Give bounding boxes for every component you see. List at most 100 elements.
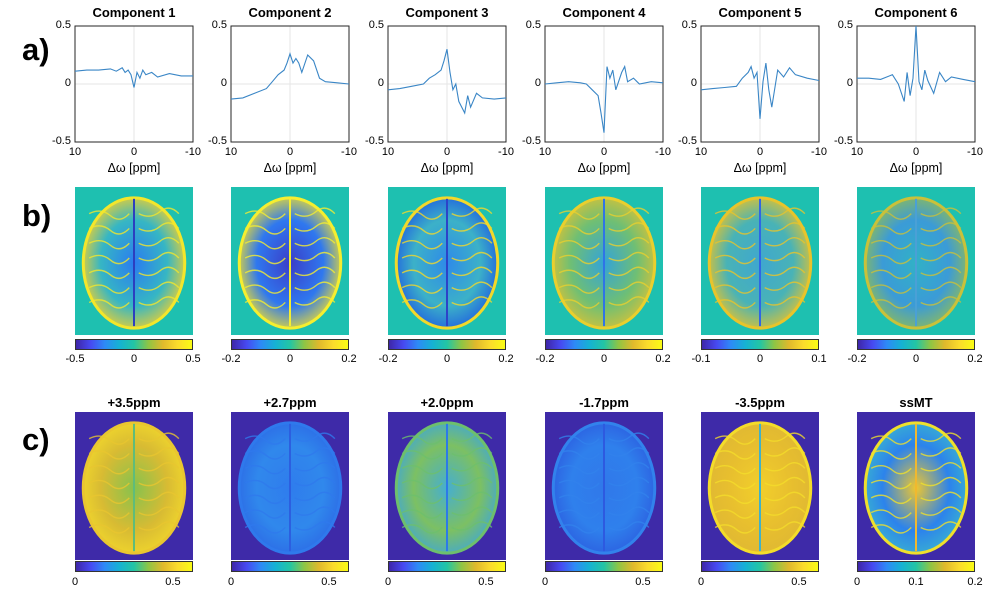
- x-tick-label: 10: [538, 146, 552, 158]
- gyri-right: [608, 476, 650, 487]
- gyri-right: [451, 207, 493, 217]
- gyri-left: [870, 254, 912, 265]
- gyri-left: [870, 225, 912, 235]
- gyri-right: [451, 462, 493, 472]
- gyri-right: [608, 281, 650, 291]
- brain-map-image: [388, 187, 506, 335]
- gyri-left: [244, 299, 286, 309]
- gyri-right: [138, 251, 180, 262]
- colorbar: [545, 561, 663, 572]
- gyri-right: [920, 207, 962, 217]
- gyri-left: [401, 269, 443, 280]
- gyri-right: [294, 251, 336, 262]
- gyri-left: [88, 450, 130, 460]
- gyri-left: [401, 240, 443, 250]
- y-tick-label: -0.5: [834, 135, 853, 147]
- map-title: -3.5ppm: [735, 395, 785, 410]
- x-axis-label: Δω [ppm]: [577, 161, 631, 175]
- gyri-left: [401, 435, 443, 445]
- gyri-right: [608, 266, 650, 277]
- gyri-left: [558, 479, 600, 490]
- gyri-right: [764, 521, 806, 531]
- gyri-left: [401, 494, 443, 505]
- gyri-right: [294, 476, 336, 487]
- brain-map-image: [75, 412, 193, 560]
- gyri-left: [88, 299, 130, 309]
- gyri-left: [558, 524, 600, 534]
- gyri-left: [714, 299, 756, 309]
- gyri-left: [714, 254, 756, 265]
- colorbar-tick-label: -0.1: [691, 353, 711, 365]
- gyri-left: [244, 524, 286, 534]
- colorbar: [231, 561, 349, 572]
- axes-box: [387, 25, 507, 143]
- colorbar-tick-label: -0.2: [535, 353, 555, 365]
- gyri-right: [138, 462, 180, 472]
- gyri-right: [608, 207, 650, 217]
- colorbar-tick-label: 0: [227, 576, 235, 588]
- gyri-left: [714, 479, 756, 490]
- colorbar-tick-label: 0.5: [165, 576, 181, 588]
- line-plot: [856, 25, 976, 143]
- series-line: [544, 64, 664, 133]
- gyri-left: [714, 284, 756, 294]
- colorbar: [388, 339, 506, 350]
- colorbar-tick-label: 0: [541, 576, 549, 588]
- gyri-right: [294, 222, 336, 232]
- colorbar: [545, 339, 663, 350]
- axes-box: [74, 25, 194, 143]
- gyri-right: [920, 506, 962, 516]
- gyri-right: [764, 506, 806, 516]
- x-axis-label: Δω [ppm]: [420, 161, 474, 175]
- series-line: [230, 52, 350, 100]
- gyri-left: [244, 240, 286, 250]
- gyri-right: [451, 476, 493, 487]
- axes-box: [700, 25, 820, 143]
- colorbar: [701, 339, 819, 350]
- gyri-right: [764, 491, 806, 502]
- gyri-right: [451, 237, 493, 247]
- gyri-right: [138, 296, 180, 306]
- gyri-left: [88, 524, 130, 534]
- map-title: +2.7ppm: [263, 395, 317, 410]
- gyri-right: [451, 281, 493, 291]
- line-plot: [387, 25, 507, 143]
- gyri-left: [244, 225, 286, 235]
- x-tick-label: 10: [694, 146, 708, 158]
- gyri-left: [244, 254, 286, 265]
- gyri-left: [870, 494, 912, 505]
- gyri-left: [870, 524, 912, 534]
- colorbar-tick-label: -0.2: [221, 353, 241, 365]
- gyri-left: [244, 509, 286, 519]
- gyri-right: [920, 222, 962, 232]
- gyri-left: [88, 254, 130, 265]
- plot-title: Component 1: [92, 5, 176, 20]
- gyri-left: [714, 524, 756, 534]
- gyri-right: [294, 491, 336, 502]
- x-tick-label: 0: [912, 146, 920, 158]
- gyri-left: [88, 225, 130, 235]
- gyri-left: [401, 465, 443, 475]
- gyri-right: [294, 462, 336, 472]
- gyri-left: [714, 509, 756, 519]
- gyri-right: [764, 222, 806, 232]
- x-tick-label: -10: [185, 146, 201, 158]
- gyri-left: [88, 494, 130, 505]
- gyri-left: [401, 254, 443, 265]
- colorbar-tick-label: 0.2: [967, 576, 983, 588]
- gyri-left: [401, 479, 443, 490]
- brain-map-image: [545, 412, 663, 560]
- y-tick-label: -0.5: [678, 135, 697, 147]
- y-tick-label: 0: [64, 77, 71, 89]
- gyri-left: [88, 269, 130, 280]
- x-tick-label: 10: [68, 146, 82, 158]
- colorbar-tick-label: 0.1: [811, 353, 827, 365]
- gyri-right: [138, 521, 180, 531]
- colorbar: [75, 561, 193, 572]
- gyri-left: [558, 254, 600, 265]
- y-tick-label: -0.5: [522, 135, 541, 147]
- gyri-left: [870, 450, 912, 460]
- y-tick-label: -0.5: [208, 135, 227, 147]
- gyri-left: [558, 240, 600, 250]
- gyri-right: [138, 491, 180, 502]
